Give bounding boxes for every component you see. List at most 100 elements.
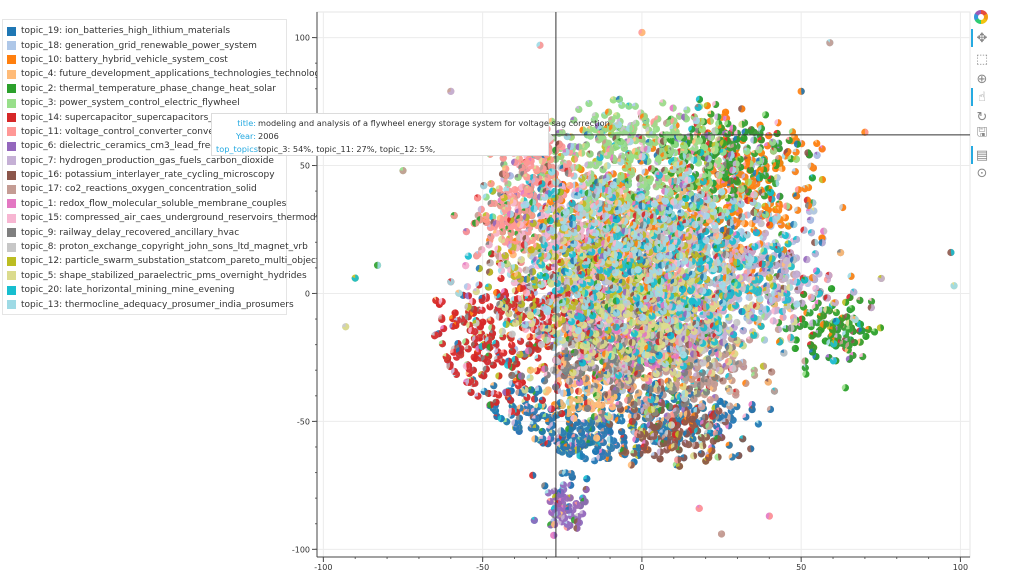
legend-item[interactable]: topic_10: battery_hybrid_vehicle_system_… xyxy=(7,53,286,67)
legend-item[interactable]: topic_17: co2_reactions_oxygen_concentra… xyxy=(7,182,286,196)
legend-label: topic_16: potassium_interlayer_rate_cycl… xyxy=(21,170,275,181)
legend-label: topic_5: shape_stabilized_paraelectric_p… xyxy=(21,270,307,281)
pie-marker xyxy=(793,206,802,214)
legend-label: topic_8: proton_exchange_copyright_john_… xyxy=(21,242,308,253)
pie-slice xyxy=(775,206,783,214)
pie-marker xyxy=(725,441,733,449)
pie-marker xyxy=(515,388,523,397)
legend-swatch xyxy=(7,300,16,310)
pie-marker xyxy=(531,435,539,443)
pie-slice xyxy=(733,403,741,411)
pie-slice xyxy=(539,435,547,443)
legend-swatch xyxy=(7,26,16,36)
legend-label: topic_19: ion_batteries_high_lithium_mat… xyxy=(21,26,231,37)
pie-slice xyxy=(767,405,775,414)
pie-marker xyxy=(523,403,532,411)
pie-marker xyxy=(618,428,626,436)
pie-marker xyxy=(515,414,523,422)
pie-slice xyxy=(513,419,519,427)
pie-slice xyxy=(632,444,640,452)
legend-item[interactable]: topic_15: compressed_air_caes_undergroun… xyxy=(7,211,348,225)
pie-marker xyxy=(580,419,589,427)
pie-marker xyxy=(576,452,584,460)
legend-swatch xyxy=(7,256,16,266)
legend-item[interactable]: topic_5: shape_stabilized_paraelectric_p… xyxy=(7,269,307,283)
pie-marker xyxy=(635,389,643,397)
x-tick-label: 0 xyxy=(639,563,644,572)
legend-item[interactable]: topic_18: generation_grid_renewable_powe… xyxy=(7,38,286,52)
legend-item[interactable]: topic_20: late_horizontal_mining_mine_ev… xyxy=(7,283,286,297)
legend-swatch xyxy=(7,228,16,238)
pie-marker xyxy=(775,206,783,214)
legend-item[interactable]: topic_9: railway_delay_recovered_ancilla… xyxy=(7,225,286,239)
pie-slice xyxy=(612,441,621,449)
pie-marker xyxy=(557,427,565,435)
legend-item[interactable]: topic_12: particle_swarm_substation_stat… xyxy=(7,254,333,268)
pie-marker xyxy=(794,186,803,194)
pie-marker xyxy=(549,414,557,422)
legend-label: topic_9: railway_delay_recovered_ancilla… xyxy=(21,227,240,238)
pie-marker xyxy=(594,400,602,409)
legend-item[interactable]: topic_13: thermocline_adequacy_prosumer_… xyxy=(7,297,294,311)
pie-marker xyxy=(490,382,498,390)
pie-slice xyxy=(594,400,602,409)
pie-marker xyxy=(774,119,782,127)
pie-marker xyxy=(542,388,550,396)
pie-marker xyxy=(531,415,540,423)
pie-marker xyxy=(575,436,584,445)
pie-marker xyxy=(747,445,755,453)
pie-slice xyxy=(583,475,591,483)
legend-item[interactable]: topic_14: supercapacitor_supercapacitors… xyxy=(7,110,286,124)
pie-marker xyxy=(726,413,735,422)
legend-swatch xyxy=(7,170,16,180)
pie-marker xyxy=(527,386,535,394)
legend-label: topic_12: particle_swarm_substation_stat… xyxy=(21,256,333,267)
legend-item[interactable]: topic_19: ion_batteries_high_lithium_mat… xyxy=(7,24,286,38)
legend-item[interactable]: topic_4: future_development_applications… xyxy=(7,67,326,81)
pie-slice xyxy=(730,413,735,422)
pie-marker xyxy=(592,447,600,455)
pie-slice xyxy=(689,435,697,443)
legend: topic_19: ion_batteries_high_lithium_mat… xyxy=(2,19,348,315)
legend-item[interactable]: topic_1: redox_flow_molecular_soluble_me… xyxy=(7,197,286,211)
pie-marker xyxy=(748,405,756,414)
pie-marker xyxy=(728,453,736,461)
legend-item[interactable]: topic_8: proton_exchange_copyright_john_… xyxy=(7,240,308,254)
legend-label: topic_13: thermocline_adequacy_prosumer_… xyxy=(21,299,294,310)
pie-marker xyxy=(754,420,762,428)
pie-marker xyxy=(529,471,537,479)
legend-item[interactable]: topic_7: hydrogen_production_gas_fuels_c… xyxy=(7,154,286,168)
pie-marker xyxy=(761,202,769,210)
legend-label: topic_17: co2_reactions_oxygen_concentra… xyxy=(21,184,257,195)
pie-slice xyxy=(750,445,755,453)
pie-marker xyxy=(742,413,750,421)
pie-slice xyxy=(549,414,557,422)
pie-slice xyxy=(725,441,733,449)
pie-marker xyxy=(715,414,723,422)
pie-marker xyxy=(573,395,581,404)
x-tick-label: -100 xyxy=(314,563,332,572)
pie-marker xyxy=(818,145,826,153)
y-tick-label: 0 xyxy=(305,289,310,298)
pie-slice xyxy=(721,108,730,116)
pie-marker xyxy=(548,429,556,437)
pie-slice xyxy=(563,469,570,477)
pie-marker xyxy=(562,469,570,477)
legend-item[interactable]: topic_11: voltage_control_converter_conv… xyxy=(7,125,286,139)
legend-item[interactable]: topic_16: potassium_interlayer_rate_cycl… xyxy=(7,168,286,182)
y-tick-label: -50 xyxy=(297,417,310,426)
pie-marker xyxy=(836,249,845,257)
pie-marker xyxy=(503,418,511,426)
legend-item[interactable]: topic_2: thermal_temperature_phase_chang… xyxy=(7,82,286,96)
legend-item[interactable]: topic_3: power_system_control_electric_f… xyxy=(7,96,286,110)
pie-slice xyxy=(523,403,532,411)
pie-slice xyxy=(729,453,736,461)
legend-label: topic_15: compressed_air_caes_undergroun… xyxy=(21,213,349,224)
legend-item[interactable]: topic_6: dielectric_ceramics_cm3_lead_fr… xyxy=(7,139,286,153)
pie-marker xyxy=(766,405,775,414)
pie-marker xyxy=(847,272,855,280)
pie-slice xyxy=(535,387,543,395)
legend-swatch xyxy=(7,84,16,94)
x-tick-label: -50 xyxy=(476,563,489,572)
